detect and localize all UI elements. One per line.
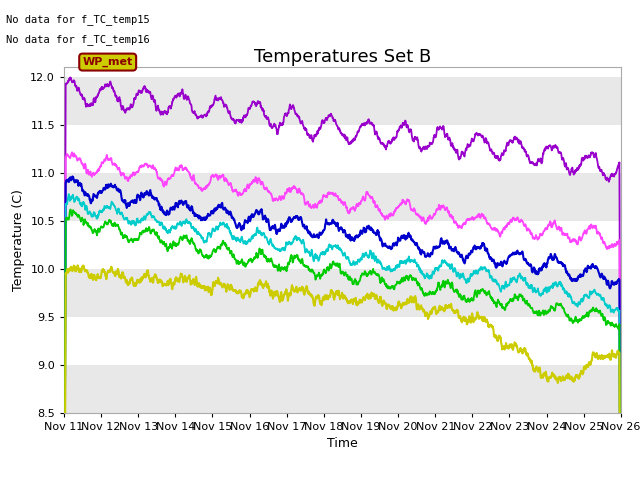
Bar [64,365,621,413]
Text: No data for f_TC_temp16: No data for f_TC_temp16 [6,34,150,45]
Title: Temperatures Set B: Temperatures Set B [254,48,431,66]
Text: WP_met: WP_met [83,57,133,67]
Bar [64,77,621,125]
Y-axis label: Temperature (C): Temperature (C) [12,189,25,291]
Bar [64,317,621,365]
Text: No data for f_TC_temp15: No data for f_TC_temp15 [6,14,150,25]
Bar [64,173,621,221]
Bar [64,269,621,317]
Bar [64,221,621,269]
X-axis label: Time: Time [327,437,358,450]
Bar [64,125,621,173]
